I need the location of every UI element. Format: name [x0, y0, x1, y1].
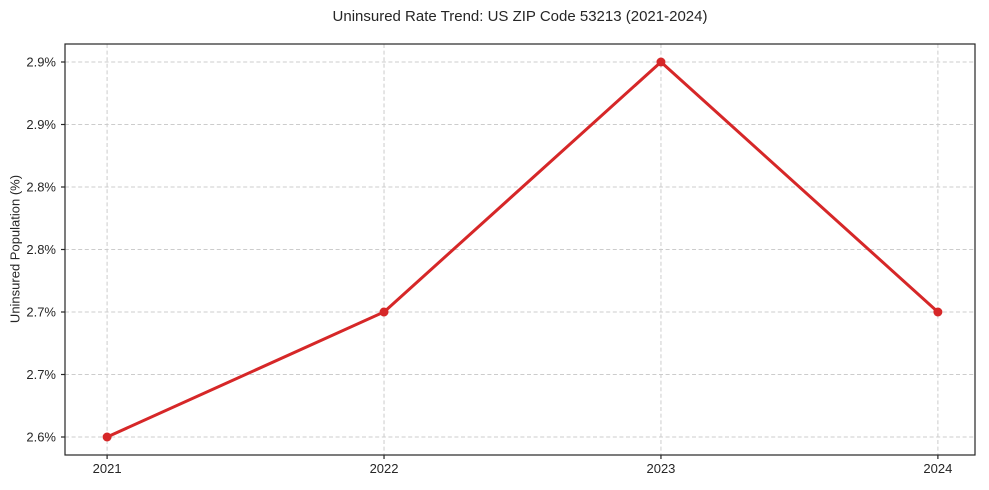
y-tick-label: 2.9% [26, 54, 56, 69]
x-tick-label: 2023 [646, 461, 675, 476]
x-tick-label: 2021 [93, 461, 122, 476]
plot-frame [64, 43, 976, 456]
y-tick-label: 2.6% [26, 429, 56, 444]
y-tick-label: 2.7% [26, 304, 56, 319]
y-tick-label: 2.8% [26, 242, 56, 257]
data-point [102, 432, 112, 442]
y-tick-label: 2.8% [26, 179, 56, 194]
x-tick-label: 2024 [923, 461, 952, 476]
data-point [379, 307, 389, 317]
y-tick-label: 2.7% [26, 367, 56, 382]
trend-line [105, 60, 940, 439]
x-tick-label: 2022 [370, 461, 399, 476]
data-point [656, 57, 666, 67]
chart-title: Uninsured Rate Trend: US ZIP Code 53213 … [332, 8, 708, 25]
data-point [933, 307, 943, 317]
y-tick-label: 2.9% [26, 117, 56, 132]
